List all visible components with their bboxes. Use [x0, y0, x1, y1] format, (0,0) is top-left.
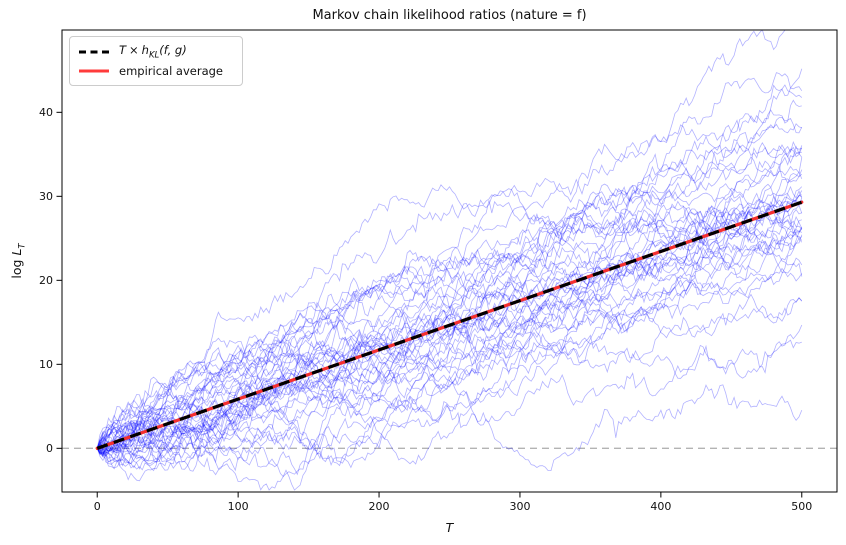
likelihood-trace	[97, 194, 802, 465]
likelihood-trace	[96, 293, 803, 449]
y-tick-label: 10	[39, 358, 53, 371]
kl-reference-line	[96, 200, 803, 450]
likelihood-trace	[96, 169, 803, 449]
dashed-line-sample	[79, 50, 109, 54]
likelihood-trace	[96, 228, 803, 454]
red-line-sample	[79, 69, 109, 73]
likelihood-trace	[96, 186, 803, 449]
likelihood-trace	[96, 140, 802, 456]
likelihood-trace	[96, 144, 802, 462]
likelihood-trace	[96, 164, 803, 463]
likelihood-trace	[97, 30, 786, 449]
legend-entry-kl: T × hKL(f, g)	[78, 42, 234, 61]
likelihood-trace	[97, 190, 803, 454]
likelihood-trace	[96, 204, 803, 452]
likelihood-trace	[96, 205, 803, 449]
x-tick-label: 500	[791, 500, 812, 513]
likelihood-trace	[96, 209, 802, 455]
y-tick-label: 30	[39, 190, 53, 203]
x-tick-label: 0	[94, 500, 101, 513]
trajectory-ensemble	[96, 30, 803, 491]
likelihood-trace	[96, 68, 803, 462]
y-tick-label: 20	[39, 274, 53, 287]
y-tick-label: 0	[46, 442, 53, 455]
y-axis-label-var: L	[8, 248, 24, 256]
legend-label-empirical: empirical average	[119, 63, 223, 78]
likelihood-trace	[96, 157, 803, 452]
plot-border	[61, 29, 838, 493]
likelihood-trace	[96, 228, 803, 463]
y-axis-label: log LT	[9, 243, 28, 278]
chart-title: Markov chain likelihood ratios (nature =…	[312, 8, 587, 23]
likelihood-trace	[96, 149, 803, 449]
likelihood-trace	[96, 243, 803, 469]
likelihood-trace	[96, 192, 802, 491]
likelihood-trace	[96, 324, 803, 491]
x-tick-label: 400	[650, 500, 671, 513]
likelihood-trace	[96, 99, 802, 458]
likelihood-trace	[96, 370, 803, 471]
likelihood-trace	[96, 201, 802, 472]
y-axis-label-subscript: T	[17, 243, 28, 249]
likelihood-trace	[96, 84, 803, 449]
legend-label-kl: T × hKL(f, g)	[119, 42, 187, 61]
likelihood-trace	[97, 185, 803, 482]
likelihood-trace	[96, 186, 802, 457]
likelihood-trace	[96, 72, 803, 454]
likelihood-trace	[97, 244, 803, 449]
likelihood-trace	[96, 147, 803, 471]
likelihood-trace	[96, 206, 803, 454]
likelihood-trace	[97, 229, 803, 458]
likelihood-trace	[96, 219, 802, 449]
legend-entry-empirical: empirical average	[78, 65, 234, 77]
x-axis-label: T	[445, 520, 454, 535]
likelihood-trace	[96, 145, 803, 449]
x-tick-label: 100	[228, 500, 249, 513]
y-axis-label-prefix: log	[8, 259, 24, 279]
x-tick-label: 200	[369, 500, 390, 513]
y-tick-label: 40	[39, 106, 53, 119]
likelihood-trace	[96, 297, 803, 467]
likelihood-trace	[97, 228, 803, 476]
likelihood-trace	[96, 212, 803, 449]
legend: T × hKL(f, g) empirical average	[69, 36, 243, 86]
likelihood-trace	[96, 339, 802, 472]
likelihood-trace	[96, 116, 803, 457]
likelihood-trace	[96, 204, 803, 449]
likelihood-trace	[96, 219, 803, 450]
likelihood-trace	[96, 262, 803, 464]
likelihood-trace	[96, 123, 802, 465]
x-tick-label: 300	[509, 500, 530, 513]
